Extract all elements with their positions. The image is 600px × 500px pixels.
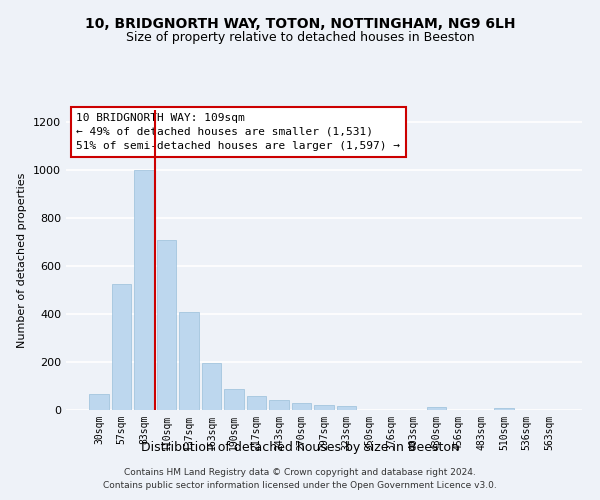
Text: Contains public sector information licensed under the Open Government Licence v3: Contains public sector information licen… xyxy=(103,480,497,490)
Bar xyxy=(224,389,244,410)
Bar xyxy=(337,406,356,410)
Text: 10, BRIDGNORTH WAY, TOTON, NOTTINGHAM, NG9 6LH: 10, BRIDGNORTH WAY, TOTON, NOTTINGHAM, N… xyxy=(85,18,515,32)
Bar xyxy=(112,284,131,410)
Bar xyxy=(427,407,446,410)
Text: Distribution of detached houses by size in Beeston: Distribution of detached houses by size … xyxy=(141,441,459,454)
Text: Size of property relative to detached houses in Beeston: Size of property relative to detached ho… xyxy=(125,31,475,44)
Bar xyxy=(89,394,109,410)
Text: 10 BRIDGNORTH WAY: 109sqm
← 49% of detached houses are smaller (1,531)
51% of se: 10 BRIDGNORTH WAY: 109sqm ← 49% of detac… xyxy=(76,113,400,151)
Y-axis label: Number of detached properties: Number of detached properties xyxy=(17,172,28,348)
Bar xyxy=(247,396,266,410)
Bar xyxy=(494,408,514,410)
Bar xyxy=(269,400,289,410)
Bar xyxy=(314,405,334,410)
Text: Contains HM Land Registry data © Crown copyright and database right 2024.: Contains HM Land Registry data © Crown c… xyxy=(124,468,476,477)
Bar xyxy=(179,312,199,410)
Bar xyxy=(134,170,154,410)
Bar xyxy=(157,240,176,410)
Bar xyxy=(292,402,311,410)
Bar xyxy=(202,362,221,410)
